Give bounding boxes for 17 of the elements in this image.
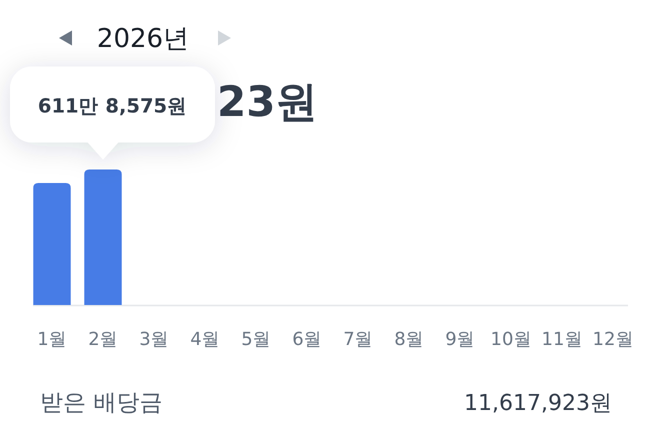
x-tick-label: 2월: [88, 329, 118, 350]
chart-title: 2026년: [96, 24, 190, 54]
x-tick-label: 9월: [445, 329, 475, 350]
x-tick-label: 5월: [241, 329, 271, 350]
x-tick-label: 6월: [292, 329, 322, 350]
x-tick-label: 3월: [139, 329, 169, 350]
chart-subtitle: 23원: [217, 77, 318, 126]
x-tick-label: 11월: [542, 329, 582, 350]
x-tick-label: 1월: [37, 329, 67, 350]
annotation: 611만 8,575원: [38, 94, 188, 118]
text: 받은 배당금: [40, 390, 162, 416]
x-tick-label: 12월: [592, 329, 634, 350]
x-tick-label: 10월: [490, 329, 532, 350]
x-tick-label: 7월: [343, 329, 373, 350]
text: 11,617,923원: [464, 391, 612, 416]
x-tick-label: 8월: [394, 329, 424, 350]
x-tick-label: 4월: [190, 329, 220, 350]
